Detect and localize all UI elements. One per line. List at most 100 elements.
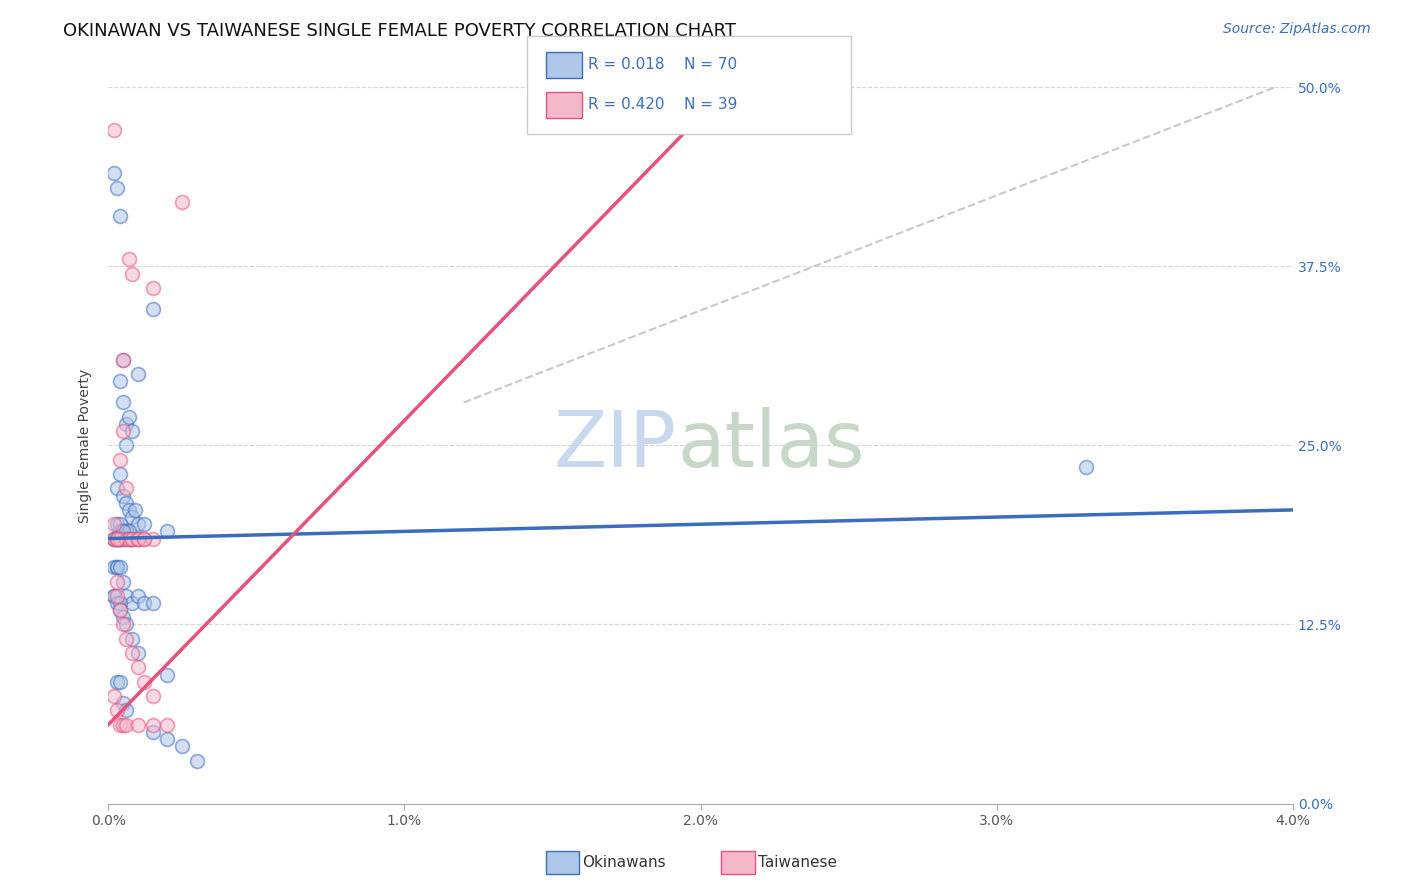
Point bbox=[142, 725, 165, 739]
Point bbox=[115, 617, 138, 632]
Point bbox=[103, 589, 125, 603]
Point bbox=[118, 252, 141, 267]
Text: Okinawans: Okinawans bbox=[582, 855, 665, 870]
Point bbox=[118, 532, 141, 546]
Point bbox=[108, 524, 131, 539]
Point bbox=[105, 180, 128, 194]
Point bbox=[132, 596, 155, 610]
Point bbox=[115, 532, 138, 546]
Point bbox=[127, 589, 149, 603]
Point bbox=[121, 424, 143, 438]
Point bbox=[121, 510, 143, 524]
Point bbox=[115, 532, 138, 546]
Text: atlas: atlas bbox=[676, 408, 865, 483]
Point bbox=[105, 589, 128, 603]
Text: Source: ZipAtlas.com: Source: ZipAtlas.com bbox=[1223, 22, 1371, 37]
Point bbox=[108, 452, 131, 467]
Point bbox=[1074, 459, 1097, 474]
Point bbox=[118, 503, 141, 517]
Point bbox=[132, 532, 155, 546]
Point bbox=[108, 603, 131, 617]
Point bbox=[108, 532, 131, 546]
Point bbox=[105, 532, 128, 546]
Point bbox=[121, 596, 143, 610]
Point bbox=[172, 194, 194, 209]
Point bbox=[103, 517, 125, 532]
Point bbox=[127, 646, 149, 660]
Point bbox=[105, 532, 128, 546]
Point bbox=[142, 689, 165, 703]
Point bbox=[105, 674, 128, 689]
Point bbox=[142, 717, 165, 731]
Point bbox=[103, 532, 125, 546]
Point bbox=[118, 532, 141, 546]
Point bbox=[172, 739, 194, 754]
Point bbox=[142, 596, 165, 610]
Point bbox=[105, 574, 128, 589]
Point bbox=[127, 532, 149, 546]
Text: ZIP: ZIP bbox=[554, 408, 676, 483]
Point bbox=[142, 302, 165, 317]
Point bbox=[115, 589, 138, 603]
Text: R = 0.420    N = 39: R = 0.420 N = 39 bbox=[588, 97, 737, 112]
Point bbox=[103, 532, 125, 546]
Point bbox=[127, 367, 149, 381]
Point bbox=[127, 532, 149, 546]
Point bbox=[105, 532, 128, 546]
Point bbox=[105, 560, 128, 574]
Point bbox=[124, 503, 146, 517]
Point bbox=[112, 617, 135, 632]
Point bbox=[103, 589, 125, 603]
Point bbox=[142, 532, 165, 546]
Point bbox=[112, 717, 135, 731]
Point bbox=[108, 467, 131, 482]
Point bbox=[132, 517, 155, 532]
Point bbox=[105, 532, 128, 546]
Point bbox=[156, 667, 179, 681]
Point bbox=[112, 424, 135, 438]
Point bbox=[127, 532, 149, 546]
Point bbox=[127, 660, 149, 674]
Point bbox=[115, 632, 138, 646]
Point bbox=[108, 717, 131, 731]
Point bbox=[118, 409, 141, 424]
Point bbox=[108, 596, 131, 610]
Point bbox=[156, 732, 179, 747]
Point bbox=[115, 703, 138, 717]
Point bbox=[115, 524, 138, 539]
Y-axis label: Single Female Poverty: Single Female Poverty bbox=[79, 368, 93, 523]
Point bbox=[112, 352, 135, 367]
Point bbox=[105, 703, 128, 717]
Point bbox=[105, 482, 128, 496]
Point bbox=[112, 395, 135, 409]
Point bbox=[115, 417, 138, 431]
Point bbox=[103, 123, 125, 137]
Point bbox=[108, 674, 131, 689]
Point bbox=[115, 496, 138, 510]
Point bbox=[121, 267, 143, 281]
Point bbox=[108, 532, 131, 546]
Point bbox=[121, 532, 143, 546]
Point bbox=[108, 517, 131, 532]
Point bbox=[112, 352, 135, 367]
Point bbox=[112, 532, 135, 546]
Point bbox=[132, 674, 155, 689]
Point bbox=[142, 281, 165, 295]
Point bbox=[103, 532, 125, 546]
Point bbox=[108, 374, 131, 388]
Point bbox=[112, 610, 135, 624]
Point bbox=[103, 166, 125, 180]
Point bbox=[105, 596, 128, 610]
Point bbox=[115, 717, 138, 731]
Point bbox=[118, 524, 141, 539]
Point bbox=[127, 517, 149, 532]
Point bbox=[156, 717, 179, 731]
Point bbox=[103, 560, 125, 574]
Point bbox=[112, 524, 135, 539]
Text: OKINAWAN VS TAIWANESE SINGLE FEMALE POVERTY CORRELATION CHART: OKINAWAN VS TAIWANESE SINGLE FEMALE POVE… bbox=[63, 22, 737, 40]
Point bbox=[108, 532, 131, 546]
Point bbox=[156, 524, 179, 539]
Point bbox=[108, 603, 131, 617]
Point bbox=[108, 209, 131, 223]
Point bbox=[127, 717, 149, 731]
